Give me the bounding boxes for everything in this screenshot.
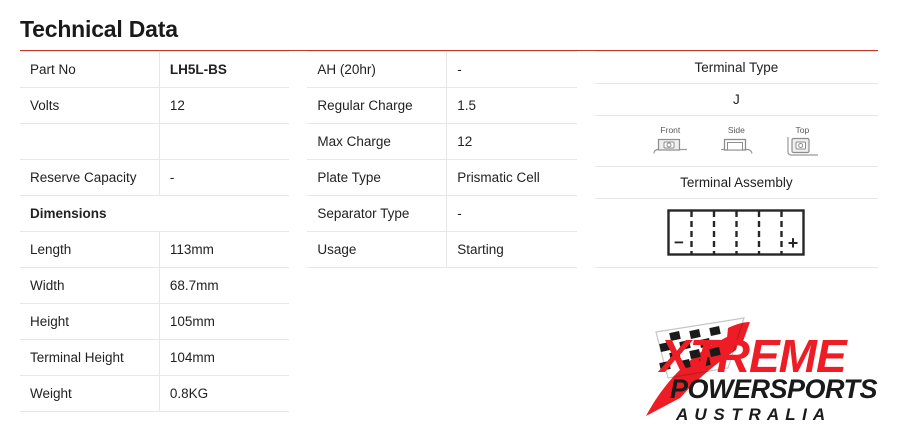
row-label: Reserve Capacity [20,159,160,196]
spec-column-right: Terminal Type J Front [594,51,878,268]
xtreme-powersports-australia-logo-icon: XTREME POWERSPORTS A U S T R A L I A [646,317,878,424]
row-label [20,123,160,160]
row-value: Prismatic Cell [446,159,577,196]
row-value: 0.8KG [158,375,290,412]
terminal-views-cell: Front Side [594,115,878,167]
row-value: 12 [158,87,290,124]
table-row: Terminal Type [594,51,878,84]
terminal-assembly-heading: Terminal Assembly [594,166,878,199]
terminal-view-icon-group: Front Side [605,124,868,158]
spec-column-left: Part No LH5L-BS Volts 12 Reserve Capacit… [20,51,307,412]
table-row: Terminal Assembly [594,166,878,199]
row-label: Width [20,267,160,304]
row-value: 113mm [158,231,290,268]
table-row: Separator Type - [307,195,577,232]
battery-cell-diagram-icon: − + [667,209,806,256]
table-row: Usage Starting [307,231,577,268]
table-row: Height 105mm [20,303,290,340]
row-label: Max Charge [307,123,447,160]
battery-cell-diagram-wrap: − + [605,207,868,259]
row-value [158,123,290,160]
row-label: Length [20,231,160,268]
row-label: Usage [307,231,447,268]
spec-tables-row: Part No LH5L-BS Volts 12 Reserve Capacit… [0,51,898,412]
battery-spec-table-left: Part No LH5L-BS Volts 12 Reserve Capacit… [20,51,290,412]
terminal-view-top: Top [776,125,828,158]
row-value: 104mm [158,339,290,376]
logo-line2-text: POWERSPORTS [670,374,878,404]
terminal-view-side-label: Side [727,125,745,135]
row-value: 105mm [158,303,290,340]
page-header: Technical Data [0,0,898,51]
row-label: Weight [20,375,160,412]
table-row: Reserve Capacity - [20,159,290,196]
spec-column-middle: AH (20hr) - Regular Charge 1.5 Max Charg… [307,51,594,268]
row-label: Separator Type [307,195,447,232]
row-label: AH (20hr) [307,51,447,88]
row-value: - [446,195,577,232]
row-label: Height [20,303,160,340]
row-label: Plate Type [307,159,447,196]
table-row: Plate Type Prismatic Cell [307,159,577,196]
table-row: Width 68.7mm [20,267,290,304]
row-value: 12 [446,123,577,160]
table-row: Part No LH5L-BS [20,51,290,88]
table-row: Front Side [594,115,878,167]
terminal-front-view-icon [653,138,688,154]
row-value: LH5L-BS [158,51,290,88]
brand-logo: XTREME POWERSPORTS A U S T R A L I A [632,310,884,426]
row-label: Regular Charge [307,87,447,124]
battery-negative-marker: − [674,233,684,252]
row-value: - [158,159,290,196]
checkered-flag-icon [646,317,750,416]
terminal-view-top-label: Top [795,125,810,135]
table-row: Volts 12 [20,87,290,124]
table-row: Max Charge 12 [307,123,577,160]
logo-line3-text: A U S T R A L I A [675,405,826,424]
table-row: − + [594,198,878,268]
section-heading-dimensions: Dimensions [20,195,290,232]
logo-brand-text: XTREME [657,330,848,382]
terminal-top-view-icon [787,137,819,156]
row-label: Terminal Height [20,339,160,376]
battery-spec-table-middle: AH (20hr) - Regular Charge 1.5 Max Charg… [307,51,577,268]
battery-positive-marker: + [788,233,799,253]
terminal-type-code: J [594,83,878,116]
row-label: Volts [20,87,160,124]
terminal-side-view-icon [721,138,753,154]
title-underline-rule [20,50,878,51]
terminal-view-front-label: Front [660,125,681,135]
table-row: AH (20hr) - [307,51,577,88]
terminal-type-heading: Terminal Type [594,51,878,84]
terminal-assembly-cell: − + [594,198,878,268]
terminal-view-side: Side [710,125,762,158]
terminal-view-front: Front [644,125,696,158]
row-label: Part No [20,51,160,88]
table-row: Length 113mm [20,231,290,268]
table-row: Terminal Height 104mm [20,339,290,376]
table-row: J [594,83,878,116]
table-row: Regular Charge 1.5 [307,87,577,124]
terminal-info-table: Terminal Type J Front [594,51,878,268]
table-row-empty [20,123,290,160]
row-value: 1.5 [446,87,577,124]
row-value: Starting [446,231,577,268]
table-row-section-heading: Dimensions [20,195,290,232]
row-value: - [446,51,577,88]
row-value: 68.7mm [158,267,290,304]
page-title: Technical Data [20,16,178,42]
table-row: Weight 0.8KG [20,375,290,412]
